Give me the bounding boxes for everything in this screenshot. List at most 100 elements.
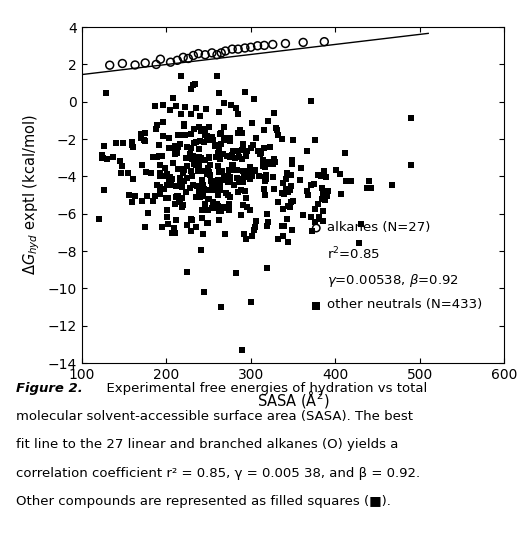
Point [247,43,255,51]
Point [136,130,145,139]
Point [251,167,259,176]
Point [238,346,247,354]
Point [180,120,188,128]
Point [210,182,218,190]
Point [116,157,125,166]
Point [171,150,179,159]
Point [209,183,218,192]
Point [131,191,139,200]
Point [270,109,278,118]
Point [284,201,293,210]
Point [151,101,159,110]
Point [215,145,223,154]
Point [188,151,197,160]
Point [229,166,237,175]
Point [173,148,181,157]
Point [225,165,233,174]
Point [250,225,258,234]
Point [164,193,172,202]
Point [178,201,187,209]
Point [216,128,225,137]
Point [320,167,328,176]
Point [128,198,136,207]
Point [154,151,163,160]
Point [204,163,212,172]
Point [140,129,149,138]
Point [166,172,175,181]
Point [171,200,180,209]
Point [165,105,174,114]
Point [227,100,235,109]
Point [250,222,259,231]
Point [168,228,176,237]
Point [117,169,125,178]
Point [307,97,315,106]
Point [225,200,233,209]
Point [321,196,329,205]
Point [210,185,218,194]
Point [141,223,149,231]
Y-axis label: $\Delta G_{hyd}$ exptl (kcal/mol): $\Delta G_{hyd}$ exptl (kcal/mol) [22,115,42,275]
Point [282,184,290,193]
Point [167,180,175,189]
Point [220,203,228,211]
Point [238,154,247,163]
Point [279,231,288,240]
Point [196,112,204,120]
Point [128,175,137,184]
Point [174,143,182,151]
Point [367,184,375,193]
Point [289,136,297,144]
Point [211,142,219,151]
Point [281,175,290,183]
Point [182,188,191,196]
Point [205,195,213,203]
Point [260,184,269,193]
Point [138,160,146,169]
Point [195,123,203,132]
Point [319,216,327,225]
Point [191,80,200,88]
Point [188,154,196,163]
Point [234,45,242,54]
Point [187,227,195,236]
Point [229,161,238,170]
Point [210,178,219,187]
Point [283,169,291,177]
Point [193,182,202,190]
Point [233,110,242,119]
Point [318,207,327,216]
Point [173,164,182,173]
Point [0,94,2,103]
Point [159,101,167,109]
Point [263,263,272,272]
Point [156,190,164,198]
Point [260,126,268,134]
Point [204,195,212,204]
Point [225,202,233,210]
Point [226,177,234,185]
Point [223,176,232,185]
Point [212,180,221,189]
Point [156,183,164,191]
Text: Other compounds are represented as filled squares (■).: Other compounds are represented as fille… [16,495,391,508]
Point [102,154,111,163]
Point [231,268,240,277]
Point [207,134,215,143]
Point [318,189,327,197]
Point [216,185,224,194]
Point [204,219,212,228]
Point [239,167,247,176]
Point [200,184,209,193]
Point [118,59,127,68]
Point [139,136,148,145]
Point [257,149,265,157]
Point [199,189,208,198]
Point [158,152,166,160]
Point [263,117,272,125]
Point [230,180,239,189]
Point [286,203,295,211]
Point [217,303,225,312]
Point [100,141,108,150]
Point [224,172,232,181]
